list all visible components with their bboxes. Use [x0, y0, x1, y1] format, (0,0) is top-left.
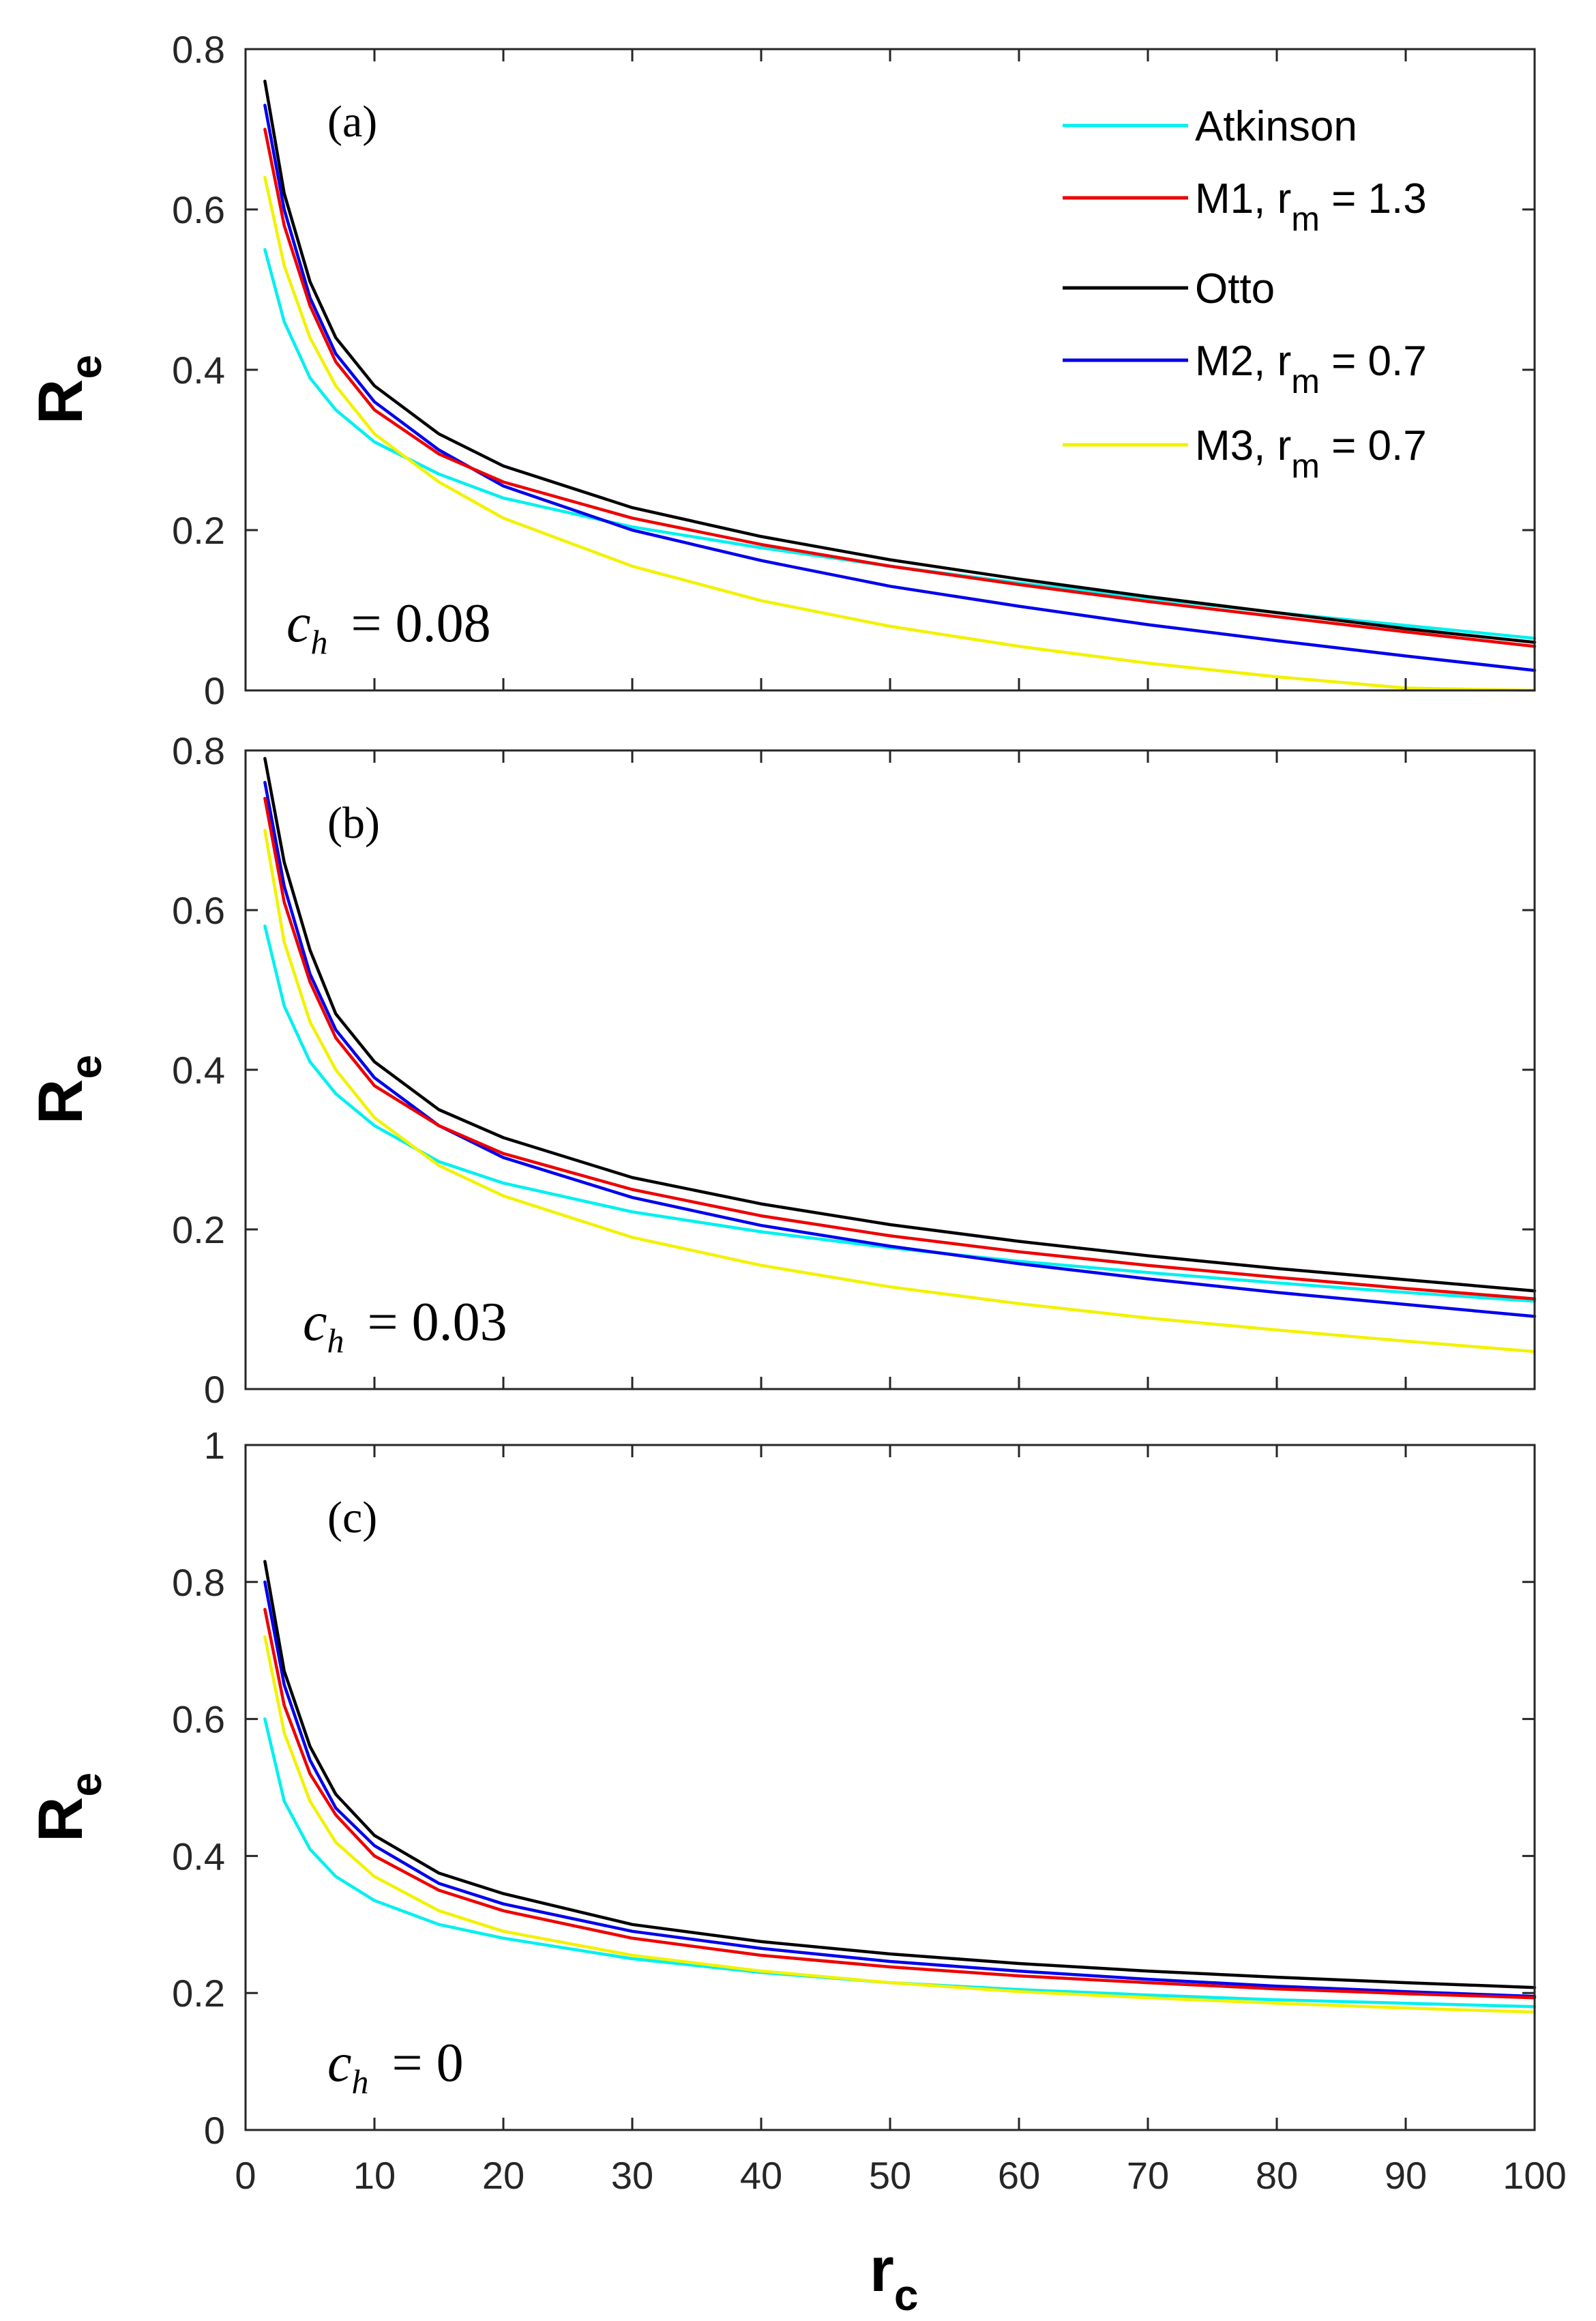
y-tick-label: 0: [204, 669, 225, 712]
y-tick-label: 1: [204, 1424, 225, 1467]
y-tick-label: 0.6: [172, 889, 225, 932]
series-line-m2: [263, 780, 1537, 1318]
y-axis-label-main: R: [26, 1079, 95, 1124]
ch-annotation-sub: h: [327, 1322, 344, 1360]
chart-panel-3: 00.20.40.60.810 10 20 30 40 50 60 70 80 90 100Re(c…: [26, 1424, 1567, 2320]
ch-annotation-var: c: [303, 1292, 327, 1352]
x-axis-label-main: r: [870, 2235, 894, 2305]
y-tick-label: 0.4: [172, 1049, 225, 1092]
legend-text: M2, r: [1195, 338, 1291, 385]
series-line-m2: [263, 1580, 1537, 1998]
series-line-m2: [263, 104, 1537, 672]
legend-value: = 1.3: [1320, 175, 1427, 222]
series-group: [263, 757, 1537, 1354]
legend-subscript: m: [1291, 200, 1320, 238]
legend-label-atkinson: Atkinson: [1195, 103, 1357, 150]
series-group: [263, 1560, 1537, 2014]
x-tick-label: 30: [611, 2154, 653, 2197]
x-axis-label: rc: [870, 2235, 918, 2320]
series-line-otto: [263, 1560, 1537, 1989]
y-axis-label-sub: e: [61, 1055, 110, 1079]
panel-label: (c): [327, 1493, 377, 1543]
x-axis-label-sub: c: [894, 2271, 919, 2320]
legend-label-m2: M2, rm = 0.7: [1195, 338, 1427, 400]
y-tick-label: 0: [204, 2109, 225, 2152]
y-axis-label: Re: [26, 1055, 110, 1124]
series-line-m1: [263, 796, 1537, 1301]
y-tick-label: 0.6: [172, 1698, 225, 1741]
y-tick-label: 0.2: [172, 1208, 225, 1251]
series-line-otto: [263, 79, 1537, 644]
x-tick-label: 10: [353, 2154, 396, 2197]
x-tick-label: 100: [1503, 2154, 1566, 2197]
y-tick-label: 0.8: [172, 28, 225, 71]
x-tick-label: 90: [1385, 2154, 1427, 2197]
series-line-m3: [263, 175, 1537, 692]
y-axis-label: Re: [26, 1772, 110, 1842]
y-tick-label: 0.8: [172, 729, 225, 772]
x-tick-label: 50: [869, 2154, 911, 2197]
ch-annotation: ch = 0: [327, 2033, 464, 2101]
y-axis-label: Re: [26, 355, 110, 424]
y-axis-label-sub: e: [61, 355, 110, 379]
legend-text: Atkinson: [1195, 103, 1357, 150]
panel-label: (a): [327, 97, 377, 147]
series-line-m3: [263, 1635, 1537, 2014]
ch-annotation-var: c: [286, 594, 311, 654]
legend-subscript: m: [1291, 362, 1320, 400]
ch-annotation-value: = 0: [379, 2033, 464, 2093]
legend-value: = 0.7: [1320, 338, 1427, 385]
series-line-m1: [263, 1607, 1537, 2000]
y-tick-label: 0.2: [172, 509, 225, 552]
legend-value: = 0.7: [1320, 422, 1427, 469]
plot-area: [246, 1445, 1535, 2130]
x-tick-label: 0: [235, 2154, 256, 2197]
legend-text: M3, r: [1195, 422, 1291, 469]
series-line-atkinson: [263, 1717, 1537, 2009]
ch-annotation-sub: h: [311, 623, 328, 661]
legend-label-m3: M3, rm = 0.7: [1195, 422, 1427, 485]
series-line-atkinson: [263, 924, 1537, 1303]
y-tick-label: 0: [204, 1368, 225, 1411]
series-line-m3: [263, 828, 1537, 1354]
chart-panel-2: 0 0.2 0.4 0.6 0.8 Re (b) ch = 0.03: [26, 729, 1537, 1411]
legend-box: [1048, 82, 1533, 513]
panel-label: (b): [327, 798, 380, 848]
ch-annotation-value: = 0.03: [354, 1292, 507, 1352]
x-tick-label: 40: [740, 2154, 782, 2197]
legend-label-otto: Otto: [1195, 265, 1275, 312]
y-axis-label-main: R: [26, 379, 95, 424]
y-tick-label: 0.2: [172, 1972, 225, 2015]
legend-label-m1: M1, rm = 1.3: [1195, 175, 1427, 238]
ch-annotation-var: c: [327, 2033, 352, 2093]
ch-annotation-value: = 0.08: [338, 594, 491, 654]
series-group: [263, 79, 1537, 692]
legend-text: M1, r: [1195, 175, 1291, 222]
ch-annotation: ch = 0.08: [286, 594, 491, 661]
x-tick-label: 60: [998, 2154, 1040, 2197]
ch-annotation: ch = 0.03: [303, 1292, 507, 1360]
x-tick-label: 70: [1127, 2154, 1169, 2197]
y-axis-label-sub: e: [61, 1772, 110, 1797]
y-tick-label: 0.8: [172, 1561, 225, 1604]
legend-text: Otto: [1195, 265, 1275, 312]
legend-subscript: m: [1291, 447, 1320, 485]
plot-area: [246, 750, 1535, 1389]
series-line-m1: [263, 128, 1537, 648]
y-tick-label: 0.4: [172, 349, 225, 392]
series-line-otto: [263, 757, 1537, 1293]
y-tick-label: 0.4: [172, 1835, 225, 1878]
y-axis-label-main: R: [26, 1797, 95, 1842]
x-tick-label: 20: [482, 2154, 524, 2197]
ch-annotation-sub: h: [352, 2062, 369, 2101]
x-tick-label: 80: [1256, 2154, 1298, 2197]
y-tick-label: 0.6: [172, 188, 225, 231]
